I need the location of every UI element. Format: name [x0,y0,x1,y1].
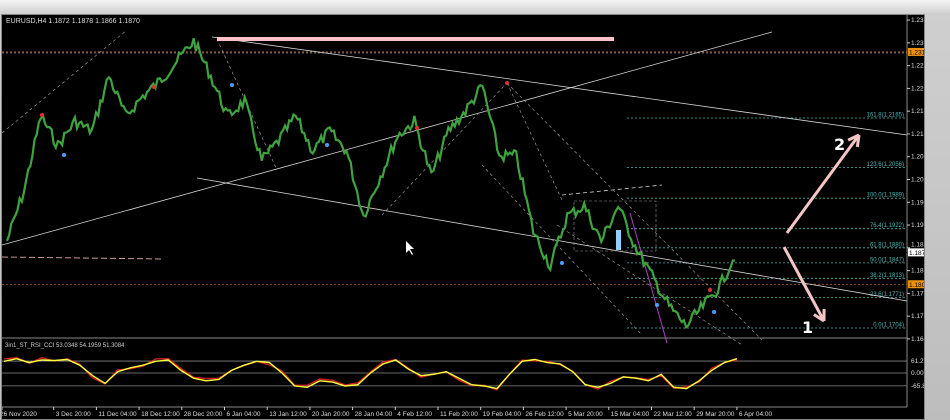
scenario-label: 1 [802,318,813,337]
time-tick-label: 28 Jan 04:00 [355,411,393,418]
scenario-label: 2 [834,135,845,154]
time-tick-label: 18 Dec 12:00 [141,411,180,418]
price-tick-label: 1.178 [911,290,924,297]
channel-line [481,164,643,336]
price-tick-label: 1.218 [911,108,924,115]
signal-arrow-icon [708,288,712,292]
price-tick-label: 1.193 [911,222,924,229]
channel-line [506,82,763,341]
price-marker-label: 1.231 [909,49,924,56]
price-tick-label: 1.213 [911,131,924,138]
price-chart[interactable]: 1.238 1.233 1.228 1.223 1.218 1.213 1.208 1.203… [2,15,924,419]
time-tick-label: 4 Feb 12:00 [397,411,432,418]
signal-arrow-icon [40,113,44,117]
time-tick-label: 5 Mar 20:00 [568,411,603,418]
scenario-arrow-icon [782,246,826,322]
signal-arrow-icon [62,153,66,157]
mouse-cursor-icon [406,241,414,255]
price-tick-label: 1.168 [911,336,924,343]
signal-line [3,357,738,390]
indicator-axis-label: -65.86 [911,383,924,390]
price-tick-label: 1.228 [911,63,924,70]
price-tick-label: 1.238 [911,17,924,24]
range-box [573,200,657,252]
fib-label: 61.8(1.1880) [870,242,904,248]
price-tick-label: 1.208 [911,154,924,161]
time-tick-label: 22 Mar 12:00 [654,411,693,418]
fib-label: 76.4(1.1922) [870,223,904,229]
channel-line [381,82,508,216]
time-tick-label: 26 Feb 12:00 [525,411,564,418]
arrow-head [847,133,860,142]
channel-line [2,29,128,134]
dashed-level [2,256,163,260]
purple-line [629,212,668,344]
chart-window[interactable]: EURUSD,H4 1.1872 1.1878 1.1866 1.1870 1.… [1,14,925,420]
time-tick-label: 6 Jan 04:00 [227,411,261,418]
fib-label: 100.0(1.1989) [867,193,904,199]
price-tick-label: 1.183 [911,268,924,275]
price-marker-label: 1.180 [909,282,924,289]
time-tick-label: 20 Jan 20:00 [312,411,350,418]
fib-label: 161.8(1.2165) [867,113,904,119]
trendline [561,184,663,196]
signal-arrow-icon [505,81,509,85]
time-tick-label: 11 Dec 04:00 [98,411,137,418]
signal-arrow-icon [415,126,419,130]
scenario-arrow-icon [785,134,861,234]
price-marker [908,280,924,289]
signal-arrow-icon [655,303,659,307]
time-tick-label: 3 Dec 20:00 [56,411,91,418]
price-marker-label: 1.187 [909,250,924,257]
indicator-label: 3in1_ST_RSI_CCI 53.0348 54.1959 51.3084 [5,343,125,349]
price-marker [908,248,924,257]
arrow-head [855,134,861,148]
symbol-header: EURUSD,H4 1.1872 1.1878 1.1866 1.1870 [6,18,140,25]
time-tick-label: 19 Feb 04:00 [483,411,522,418]
time-tick-label: 15 Mar 04:00 [611,411,650,418]
fib-label: 123.6(1.2056) [867,162,904,168]
channel-line [556,224,743,346]
signal-arrow-icon [560,261,564,265]
price-marker [908,47,924,56]
time-tick-label: 29 Mar 20:00 [696,411,735,418]
channel-line [506,82,563,201]
price-tick-label: 1.198 [911,199,924,206]
price-tick-label: 1.233 [911,40,924,47]
trendline [2,31,773,246]
highlight-bar [616,230,621,250]
time-tick-label: 28 Dec 20:00 [184,411,223,418]
price-tick-label: 1.223 [911,85,924,92]
arrow-head [813,313,825,323]
signal-arrow-icon [230,83,234,87]
signal-arrow-icon [712,310,716,314]
price-tick-label: 1.173 [911,313,924,320]
trendline [211,36,908,136]
fib-label: 50.0(1.1847) [870,257,904,263]
price-series [5,37,736,330]
time-tick-label: 11 Feb 20:00 [440,411,478,418]
signal-arrow-icon [152,85,156,89]
time-tick-label: 26 Nov 2020 [2,411,37,418]
fib-label: 0.0(1.1704) [873,322,904,328]
indicator-axis-label: 0.00 [911,370,924,377]
indicator-axis-label: 61.26 [911,358,924,365]
fib-label: 38.2(1.1813) [870,273,904,279]
time-tick-label: 6 Apr 04:00 [739,411,773,418]
fib-label: 23.6(1.1771) [870,292,904,298]
price-tick-label: 1.203 [911,176,924,183]
signal-arrow-icon [325,143,329,147]
price-tick-label: 1.188 [911,241,924,248]
time-tick-label: 13 Jan 12:00 [269,411,307,418]
